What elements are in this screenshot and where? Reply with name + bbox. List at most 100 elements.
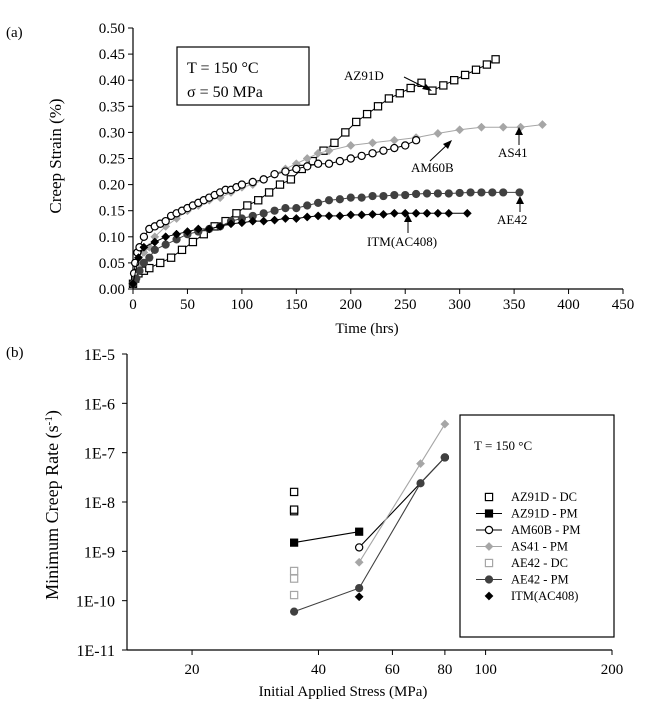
data-point xyxy=(346,193,355,202)
data-point xyxy=(232,209,241,218)
data-point xyxy=(289,574,299,583)
data-point xyxy=(248,177,257,187)
data-point xyxy=(379,146,388,155)
data-point xyxy=(466,188,475,197)
data-point xyxy=(254,196,263,205)
data-point xyxy=(373,102,383,111)
data-point xyxy=(440,453,449,462)
data-point xyxy=(182,227,192,237)
data-point xyxy=(491,55,500,64)
data-point xyxy=(161,240,170,249)
data-point xyxy=(357,193,366,202)
panel-a-y-tick-label: 0.00 xyxy=(99,282,125,298)
legend-title: T = 150 °C xyxy=(474,438,532,453)
data-point xyxy=(368,191,377,201)
annotation-arrowhead-ae42 xyxy=(516,196,524,204)
data-point xyxy=(368,149,377,158)
legend-label: AZ91D - DC xyxy=(511,490,577,504)
data-point xyxy=(281,167,290,176)
panel-a-y-tick-label: 0.40 xyxy=(99,73,125,89)
data-point xyxy=(289,590,299,600)
data-point xyxy=(139,232,149,241)
annotation-arrowhead-itm xyxy=(404,214,412,222)
data-point xyxy=(390,190,399,200)
annotation-am60b: AM60B xyxy=(411,160,454,175)
data-point xyxy=(440,419,450,429)
data-point xyxy=(499,188,508,197)
data-point xyxy=(139,242,149,252)
legend-marker xyxy=(484,525,494,535)
panel-b-x-tick-label: 60 xyxy=(385,662,400,678)
data-point xyxy=(335,156,345,166)
data-point xyxy=(411,136,421,145)
data-point xyxy=(193,224,203,234)
legend-marker xyxy=(484,575,494,584)
panel-b-series-itm-ac408- xyxy=(354,592,364,602)
data-point xyxy=(243,201,252,210)
data-point xyxy=(498,122,508,132)
panel-a-y-tick-label: 0.25 xyxy=(99,152,125,168)
data-point xyxy=(290,538,299,547)
data-point xyxy=(355,583,364,593)
data-point xyxy=(313,159,323,168)
data-point xyxy=(324,159,334,168)
data-point xyxy=(537,120,547,130)
panel-b-x-axis-title: Initial Applied Stress (MPa) xyxy=(259,684,428,700)
data-point xyxy=(444,208,454,218)
data-point xyxy=(145,253,154,262)
condition-stress: σ = 50 MPa xyxy=(187,84,263,101)
data-point xyxy=(324,196,334,205)
panel-b-series-as41-pm xyxy=(354,419,450,567)
panel-a-y-tick-label: 0.30 xyxy=(99,125,125,141)
data-point xyxy=(259,216,269,226)
panel-a-x-tick-label: 50 xyxy=(180,297,195,313)
data-point xyxy=(346,140,356,150)
data-point xyxy=(150,245,159,254)
legend-label: AE42 - PM xyxy=(511,573,569,587)
data-point xyxy=(270,206,279,215)
data-point xyxy=(439,81,448,90)
data-point xyxy=(204,224,214,234)
data-point xyxy=(433,208,443,218)
panel-a-x-tick-label: 300 xyxy=(448,297,471,313)
legend-label: AS41 - PM xyxy=(511,540,568,554)
data-point xyxy=(471,65,481,74)
legend-entry: AM60B - PM xyxy=(476,523,580,537)
data-point xyxy=(346,154,355,163)
data-point xyxy=(313,148,323,158)
panel-a-y-tick-label: 0.45 xyxy=(99,47,125,63)
panel-a-x-tick-label: 400 xyxy=(557,297,580,313)
data-point xyxy=(368,209,378,219)
data-point xyxy=(330,138,339,148)
data-point xyxy=(286,175,296,184)
panel-a-x-tick-label: 450 xyxy=(612,297,635,313)
data-point xyxy=(515,188,524,197)
data-point xyxy=(444,189,453,198)
data-point xyxy=(237,180,247,189)
panel-a-condition-box: T = 150 °C σ = 50 MPa xyxy=(176,46,310,106)
legend-marker xyxy=(484,509,494,518)
data-point xyxy=(390,143,399,153)
annotation-arrowhead-as41 xyxy=(515,127,523,135)
data-point xyxy=(237,218,247,228)
panel-b-y-tick-label: 1E-9 xyxy=(84,544,115,561)
data-point xyxy=(145,263,154,273)
panel-b-plot-area xyxy=(289,419,450,616)
data-point xyxy=(354,557,364,567)
data-point xyxy=(411,208,421,218)
data-point xyxy=(289,487,299,497)
data-point xyxy=(450,75,459,85)
legend-label: AE42 - DC xyxy=(511,556,568,570)
data-point xyxy=(455,125,465,135)
data-point xyxy=(324,146,334,156)
series-line xyxy=(293,457,446,613)
legend-marker xyxy=(484,492,494,502)
data-point xyxy=(281,203,290,213)
panel-a-x-tick-label: 150 xyxy=(285,297,308,313)
data-point xyxy=(188,237,198,247)
panel-a-y-axis-title: Creep Strain (%) xyxy=(46,98,65,213)
data-point xyxy=(401,141,410,150)
data-point xyxy=(341,128,350,137)
panel-a-annotations: AZ91D AS41 AM60B AE42 ITM(AC408) xyxy=(344,68,528,249)
